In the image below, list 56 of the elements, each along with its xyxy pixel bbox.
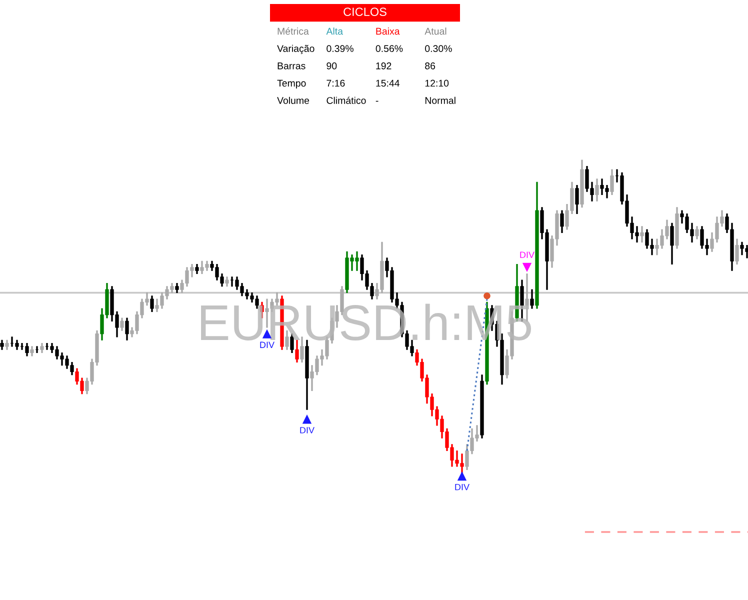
candlestick — [175, 282, 179, 293]
candlestick — [640, 226, 644, 242]
text: CICLOS — [344, 8, 386, 16]
text: 15:44 — [376, 80, 400, 87]
series-label: DIV — [300, 427, 314, 434]
point — [457, 471, 467, 481]
category-label: Volume — [277, 96, 310, 104]
text: 0.30% — [425, 45, 452, 52]
text: 192 — [376, 62, 392, 70]
candlestick — [125, 318, 129, 340]
point — [484, 292, 490, 300]
candlestick — [530, 289, 534, 309]
candlestick — [535, 182, 539, 309]
text: Normal — [425, 96, 456, 104]
text: 12:10 — [425, 80, 449, 87]
text: 0.39% — [326, 45, 354, 52]
candlestick — [695, 226, 699, 240]
candlestick — [305, 340, 309, 410]
candlestick — [735, 238, 739, 265]
candlestick — [120, 318, 124, 331]
text: Climático — [326, 96, 366, 104]
candlestick — [0, 340, 4, 350]
category-label: Atual — [424, 28, 446, 35]
candlestick — [35, 346, 39, 354]
candlestick — [225, 276, 229, 287]
candlestick — [195, 264, 199, 274]
candlestick — [595, 178, 599, 202]
candlestick — [560, 210, 564, 233]
candlestick — [5, 340, 9, 350]
text: 86 — [425, 62, 436, 70]
candlestick — [295, 340, 299, 363]
category-label: Barras — [278, 62, 306, 70]
text: - — [376, 100, 378, 102]
candlestick — [610, 169, 614, 196]
text: 90 — [326, 62, 337, 70]
category-label: Tempo — [277, 80, 306, 89]
candlestick — [30, 346, 34, 356]
text: 0.56% — [376, 45, 403, 52]
point — [302, 414, 312, 424]
candlestick — [480, 374, 484, 438]
category-label: Alta — [326, 28, 343, 35]
candlestick — [40, 343, 44, 354]
candlestick — [740, 242, 744, 256]
point — [522, 262, 532, 272]
candlestick — [575, 185, 579, 214]
text: DIV — [260, 342, 274, 348]
series-label: DIV — [520, 252, 534, 258]
text: 7:16 — [326, 80, 345, 87]
category-label: Métrica — [278, 27, 309, 35]
candlestick — [675, 207, 679, 249]
category-label: Variação — [277, 44, 314, 54]
candlestick — [150, 296, 154, 312]
candlestick — [670, 222, 674, 265]
candlestick — [580, 160, 584, 208]
category-label: Baixa — [376, 28, 400, 35]
text: DIV — [455, 484, 470, 490]
